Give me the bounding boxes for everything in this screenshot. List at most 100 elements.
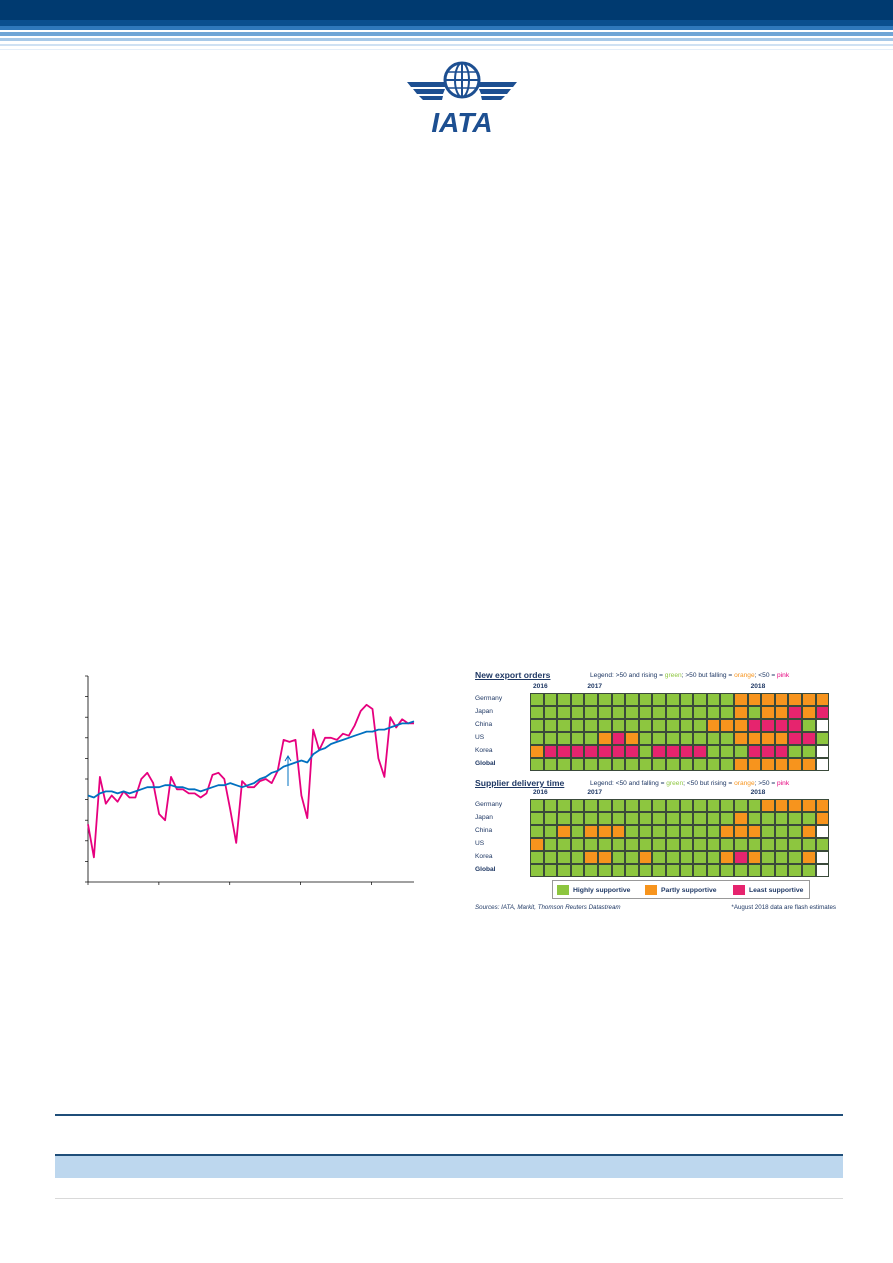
heatmap-cell bbox=[788, 706, 802, 719]
heatmap-cell bbox=[543, 799, 558, 812]
key-swatch-green bbox=[557, 885, 569, 895]
heatmap-cell bbox=[761, 799, 775, 812]
heatmap-cell bbox=[570, 825, 585, 838]
heatmap-cell bbox=[693, 758, 707, 771]
heatmap-cell bbox=[761, 825, 775, 838]
heatmap-cell bbox=[557, 719, 571, 732]
heatmap-cell bbox=[761, 838, 775, 851]
heatmap-cell bbox=[666, 825, 680, 838]
heatmap-cell bbox=[584, 758, 598, 771]
key-label: Partly supportive bbox=[661, 886, 717, 894]
heatmap-cell bbox=[611, 693, 626, 706]
heatmap-cell bbox=[761, 693, 775, 706]
heatmap-cell bbox=[530, 799, 544, 812]
heatmap-cell bbox=[638, 732, 653, 745]
heatmap-cell bbox=[530, 719, 544, 732]
heatmap-cell bbox=[666, 706, 680, 719]
heatmap-cell bbox=[557, 825, 571, 838]
heatmap-cell bbox=[693, 719, 707, 732]
heatmap-cell bbox=[693, 825, 707, 838]
heatmap-cell bbox=[720, 758, 734, 771]
heatmap-cell bbox=[693, 732, 707, 745]
header-band bbox=[0, 0, 893, 50]
heatmap-cell bbox=[802, 732, 816, 745]
heatmap-cell bbox=[720, 706, 734, 719]
heatmap-cell bbox=[747, 851, 762, 864]
heatmap-cell bbox=[611, 719, 626, 732]
heatmap-cell bbox=[815, 812, 830, 825]
heatmap-cell bbox=[774, 825, 789, 838]
heatmap-cell bbox=[706, 758, 721, 771]
heatmap-cell bbox=[761, 706, 775, 719]
heatmap-cell bbox=[734, 758, 748, 771]
heatmap-cell bbox=[761, 732, 775, 745]
row-label-china: China bbox=[475, 827, 493, 834]
heatmap-cell bbox=[747, 745, 762, 758]
heatmap-cell bbox=[625, 706, 639, 719]
heatmap-cell bbox=[530, 812, 544, 825]
heatmap-cell bbox=[679, 825, 694, 838]
heatmap-cell bbox=[666, 719, 680, 732]
heatmap-panel: New export orders Legend: >50 and rising… bbox=[472, 664, 838, 914]
heatmap-cell bbox=[747, 693, 762, 706]
heatmap-cell bbox=[584, 706, 598, 719]
heatmap-cell bbox=[638, 864, 653, 877]
heatmap-cell bbox=[543, 838, 558, 851]
heatmap-cell bbox=[815, 799, 830, 812]
heatmap-cell bbox=[693, 851, 707, 864]
heatmap-cell bbox=[543, 851, 558, 864]
heatmap-cell bbox=[584, 812, 598, 825]
heatmap-cell bbox=[530, 864, 544, 877]
heatmap-cell bbox=[625, 812, 639, 825]
heatmap-cell bbox=[788, 758, 802, 771]
heatmap-cell bbox=[543, 706, 558, 719]
heatmap-cell bbox=[598, 732, 612, 745]
heatmap-cell bbox=[652, 719, 666, 732]
new-export-orders-title: New export orders bbox=[475, 670, 551, 680]
heatmap-cell bbox=[557, 732, 571, 745]
heatmap-cell bbox=[557, 864, 571, 877]
heatmap-cell bbox=[788, 812, 802, 825]
heatmap-cell bbox=[611, 825, 626, 838]
heatmap-cell bbox=[720, 812, 734, 825]
heatmap-cell bbox=[652, 758, 666, 771]
heatmap-cell bbox=[679, 864, 694, 877]
heatmap-cell bbox=[679, 719, 694, 732]
heatmap-cell bbox=[679, 851, 694, 864]
heatmap-cell bbox=[693, 693, 707, 706]
heatmap-cell bbox=[774, 799, 789, 812]
series-line-1 bbox=[87, 703, 414, 859]
series-line-2 bbox=[87, 720, 415, 799]
heatmap-cell bbox=[802, 812, 816, 825]
row-label-china: China bbox=[475, 721, 493, 728]
heatmap-cell bbox=[557, 758, 571, 771]
heatmap-cell bbox=[652, 825, 666, 838]
heatmap-cell bbox=[652, 812, 666, 825]
heatmap-cell bbox=[706, 812, 721, 825]
heatmap-cell bbox=[598, 838, 612, 851]
heatmap-cell bbox=[611, 758, 626, 771]
chart-series bbox=[87, 703, 415, 859]
row-label-global: Global bbox=[475, 866, 496, 873]
heatmap-cell bbox=[530, 706, 544, 719]
supportive-key: Highly supportive Partly supportive Leas… bbox=[552, 880, 810, 899]
heatmap-cell bbox=[598, 825, 612, 838]
heatmap-cell bbox=[774, 851, 789, 864]
heatmap-cell bbox=[734, 693, 748, 706]
heatmap-cell bbox=[584, 851, 598, 864]
heatmap-cell bbox=[802, 851, 816, 864]
heatmap-cell bbox=[693, 812, 707, 825]
heatmap-cell bbox=[652, 851, 666, 864]
arrow-head bbox=[284, 755, 292, 762]
heatmap-cell bbox=[570, 812, 585, 825]
heatmap-cell bbox=[543, 758, 558, 771]
heatmap-cell bbox=[543, 745, 558, 758]
heatmap-cell bbox=[584, 693, 598, 706]
heatmap-cell bbox=[747, 706, 762, 719]
heatmap-cell bbox=[584, 838, 598, 851]
source-note: Sources: IATA, Markit, Thomson Reuters D… bbox=[475, 904, 621, 911]
heatmap-cell bbox=[774, 732, 789, 745]
heatmap-cell bbox=[693, 745, 707, 758]
heatmap-cell bbox=[815, 758, 830, 771]
heatmap-cell bbox=[543, 732, 558, 745]
